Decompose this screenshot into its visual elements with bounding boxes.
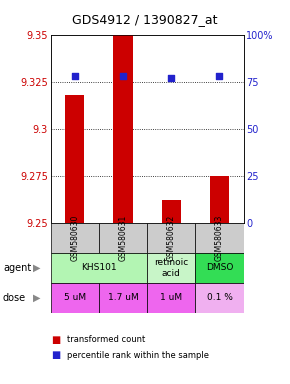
Text: retinoic
acid: retinoic acid — [154, 258, 188, 278]
Bar — [147, 223, 195, 253]
Point — [217, 73, 222, 79]
Bar — [51, 283, 99, 313]
Bar — [113, 35, 133, 223]
Bar — [99, 283, 147, 313]
Bar — [51, 253, 147, 283]
Point — [121, 73, 125, 79]
Bar — [99, 223, 147, 253]
Text: 5 uM: 5 uM — [64, 293, 86, 303]
Text: 1.7 uM: 1.7 uM — [108, 293, 138, 303]
Point — [169, 75, 174, 81]
Text: ■: ■ — [51, 335, 60, 345]
Text: GSM580630: GSM580630 — [70, 215, 79, 261]
Bar — [210, 176, 229, 223]
Text: KHS101: KHS101 — [81, 263, 117, 272]
Bar — [147, 283, 195, 313]
Text: ■: ■ — [51, 350, 60, 360]
Bar — [195, 253, 244, 283]
Bar — [51, 223, 99, 253]
Text: ▶: ▶ — [32, 293, 40, 303]
Text: transformed count: transformed count — [67, 335, 145, 344]
Text: GSM580632: GSM580632 — [167, 215, 176, 261]
Text: DMSO: DMSO — [206, 263, 233, 272]
Text: 1 uM: 1 uM — [160, 293, 182, 303]
Text: dose: dose — [3, 293, 26, 303]
Bar — [195, 283, 244, 313]
Bar — [162, 200, 181, 223]
Text: GDS4912 / 1390827_at: GDS4912 / 1390827_at — [72, 13, 218, 26]
Text: ▶: ▶ — [32, 263, 40, 273]
Bar — [147, 253, 195, 283]
Text: percentile rank within the sample: percentile rank within the sample — [67, 351, 209, 360]
Text: GSM580633: GSM580633 — [215, 215, 224, 261]
Text: 0.1 %: 0.1 % — [206, 293, 232, 303]
Point — [72, 73, 77, 79]
Bar — [65, 95, 84, 223]
Bar — [195, 223, 244, 253]
Text: GSM580631: GSM580631 — [119, 215, 128, 261]
Text: agent: agent — [3, 263, 31, 273]
